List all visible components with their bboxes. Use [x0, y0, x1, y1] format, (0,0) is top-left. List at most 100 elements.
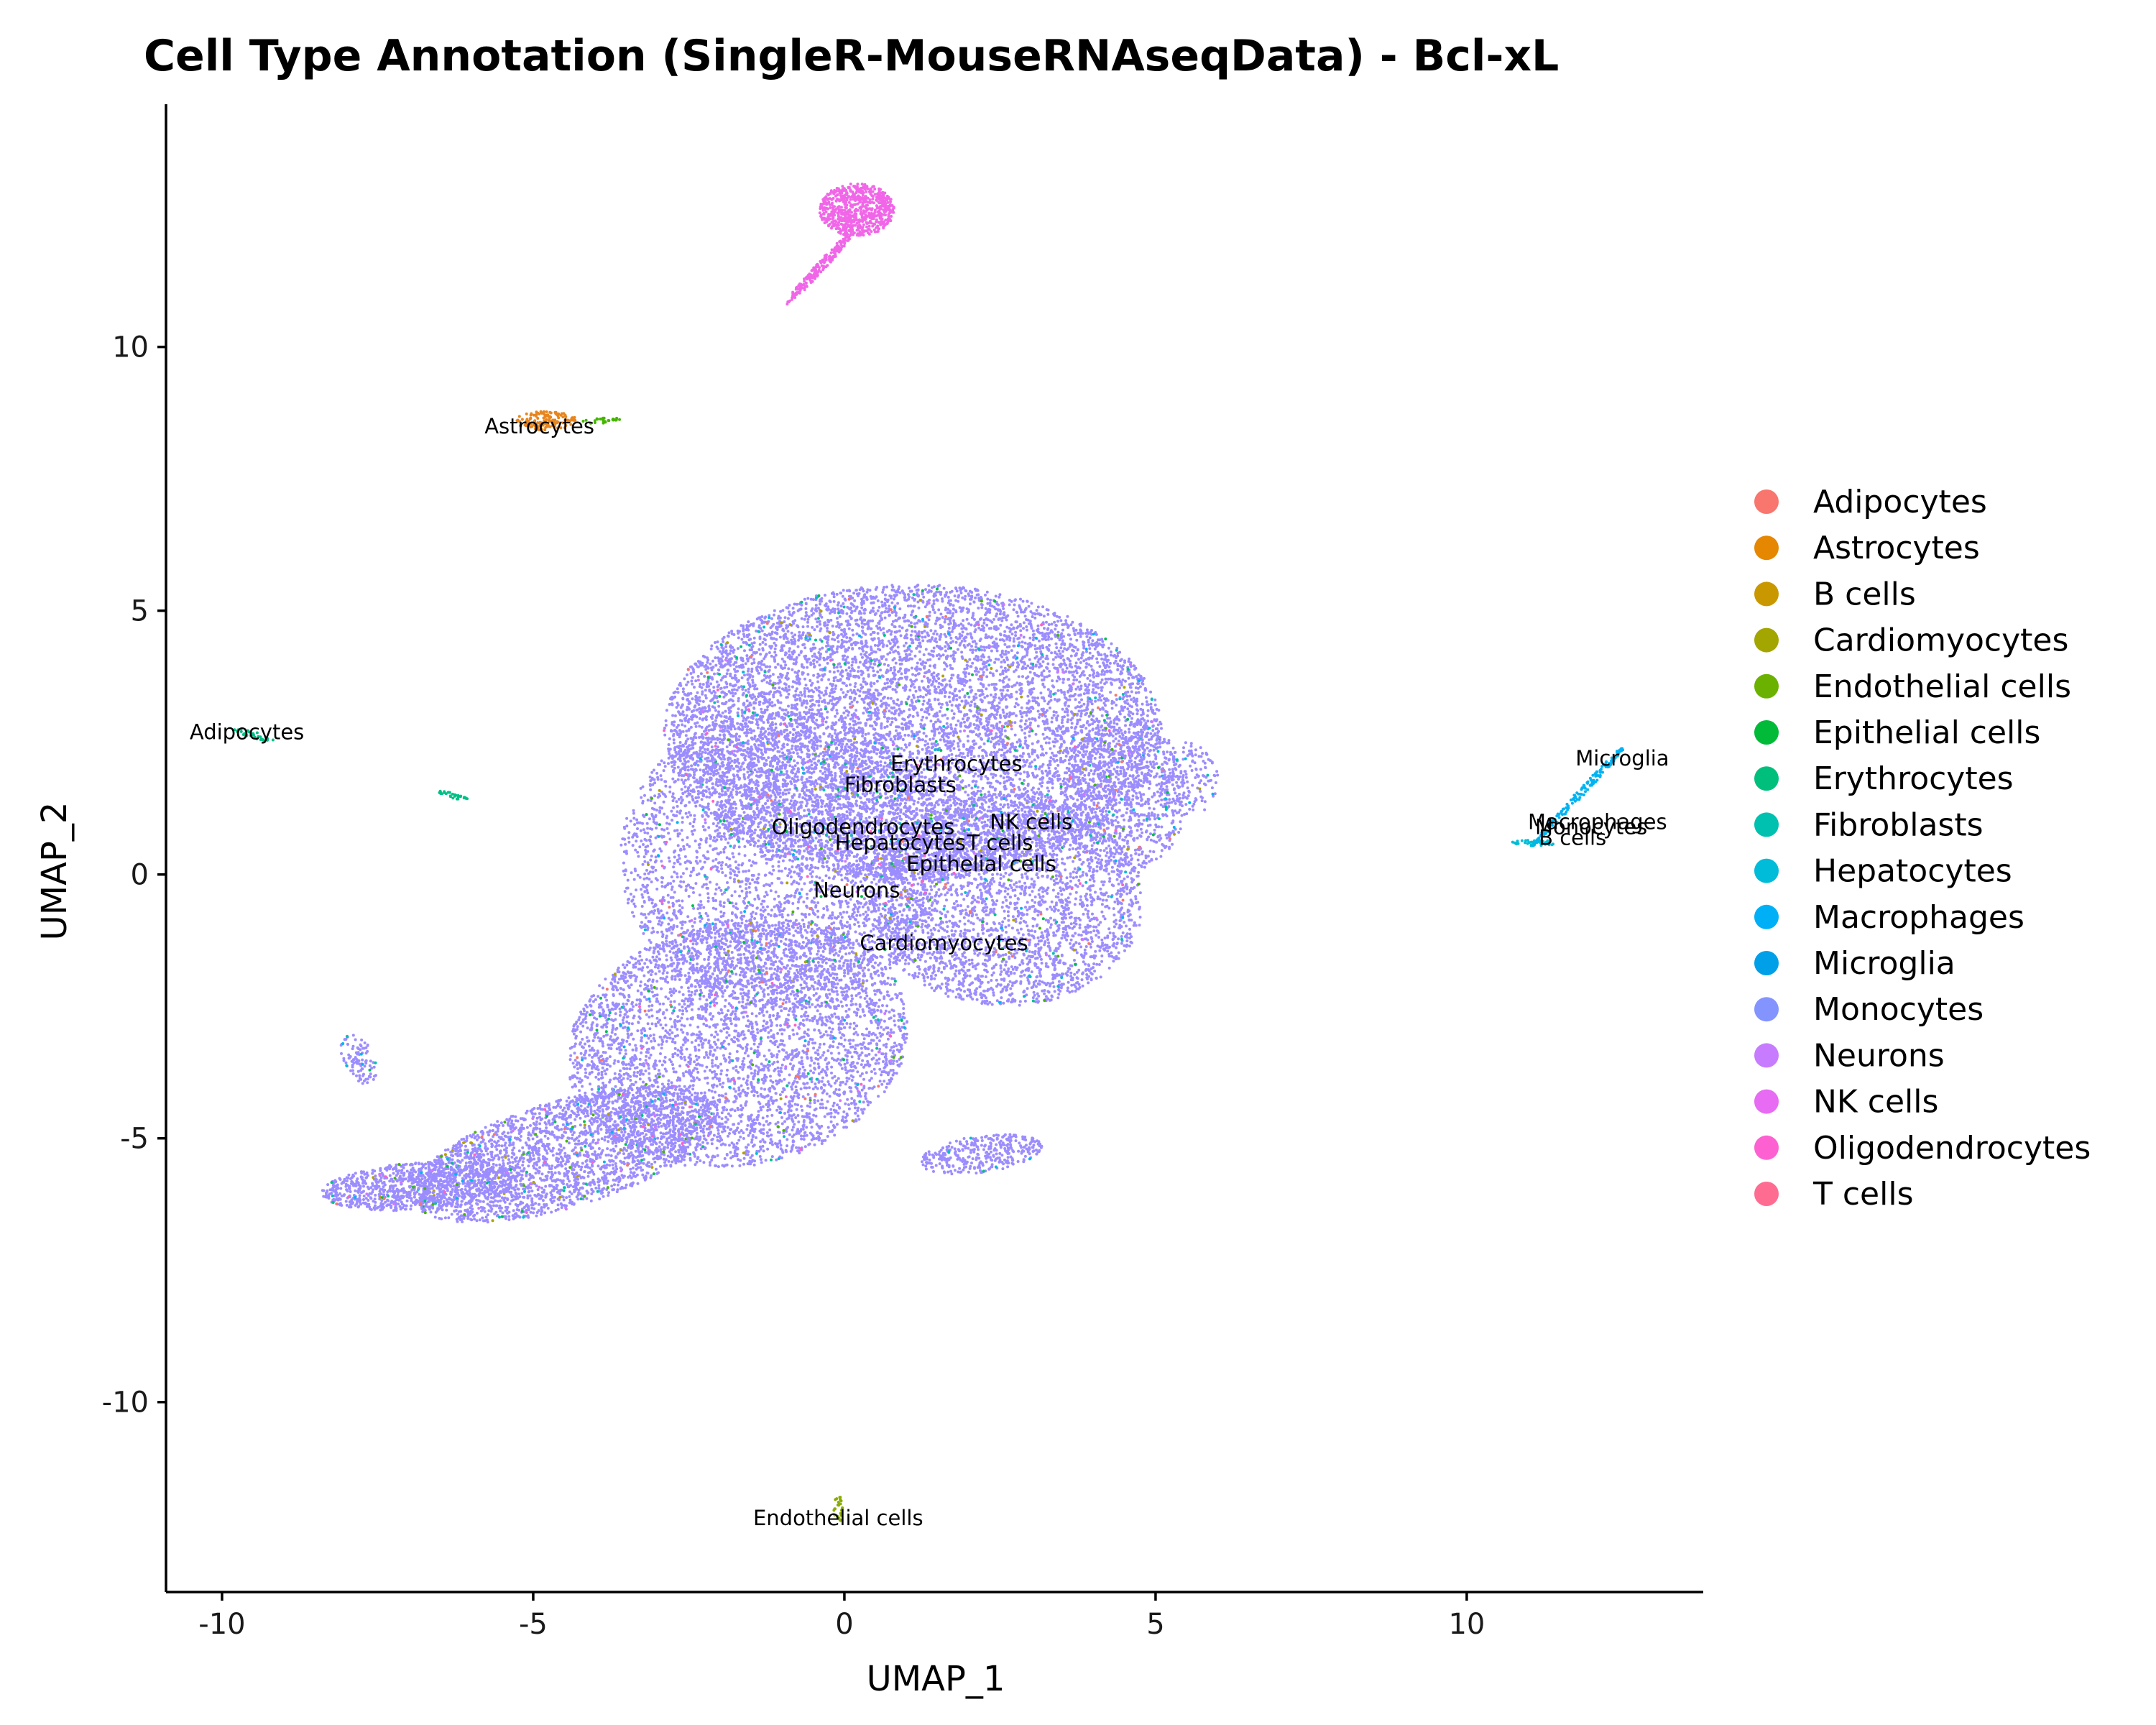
y-tick-label: -5 — [120, 1123, 149, 1156]
y-tick-label: 10 — [112, 331, 149, 364]
point-mark — [908, 870, 1128, 998]
point-mark — [1102, 717, 1155, 838]
point-mark — [341, 1042, 364, 1066]
legend-label: Hepatocytes — [1813, 853, 2012, 890]
point-mark — [480, 1124, 712, 1167]
point-mark — [908, 852, 1098, 957]
point-mark — [372, 1176, 500, 1199]
point-mark — [598, 935, 897, 1162]
point-mark — [880, 803, 1035, 1003]
cluster-points-neurons — [339, 1034, 377, 1085]
legend-label: Microglia — [1813, 945, 1955, 982]
point-mark — [883, 829, 1077, 966]
y-tick-label: 5 — [131, 595, 149, 628]
legend-swatch — [1754, 627, 1779, 653]
x-tick-label: -5 — [519, 1608, 548, 1641]
legend: Adipocytes Astrocytes B cells Cardiomyocyte… — [1754, 484, 2091, 1213]
legend-swatch — [1754, 1182, 1779, 1206]
point-mark — [706, 587, 1124, 865]
point-mark — [877, 831, 1125, 905]
point-mark — [438, 789, 469, 801]
cluster-points-oligodendrocytes — [786, 231, 854, 305]
point-mark — [1093, 727, 1125, 838]
point-mark — [910, 809, 1140, 1002]
point-mark — [393, 1163, 459, 1206]
legend-label: Fibroblasts — [1813, 806, 1984, 843]
cluster-label: Microglia — [1575, 746, 1669, 770]
legend-swatch — [1754, 997, 1779, 1022]
point-mark — [643, 757, 942, 1003]
point-mark — [1097, 758, 1179, 826]
legend-swatch — [1754, 951, 1779, 975]
point-mark — [1511, 839, 1554, 847]
point-mark — [880, 826, 1123, 954]
legend-label: B cells — [1813, 576, 1916, 612]
cluster-label: B cells — [1539, 825, 1606, 850]
point-mark — [331, 1194, 437, 1205]
scatter-points — [233, 183, 1625, 1522]
legend-swatch — [1754, 489, 1779, 514]
cluster-points-oligodendrocytes — [818, 183, 895, 237]
point-mark — [381, 1164, 449, 1200]
point-mark — [660, 745, 913, 985]
point-mark — [1529, 747, 1625, 847]
y-tick-label: 0 — [131, 859, 149, 892]
point-mark — [1095, 737, 1176, 862]
legend-label: Macrophages — [1813, 899, 2024, 936]
cluster-points-astrocytes — [515, 410, 577, 432]
legend-swatch — [1754, 766, 1779, 791]
y-axis-title: UMAP_2 — [34, 802, 75, 941]
point-mark — [868, 794, 1142, 1007]
point-mark — [1188, 792, 1215, 804]
point-mark — [1157, 766, 1169, 794]
point-mark — [455, 1179, 474, 1200]
cluster-label: Cardiomyocytes — [860, 931, 1028, 955]
legend-label: Epithelial cells — [1813, 714, 2040, 751]
point-mark — [365, 1169, 509, 1205]
point-mark — [587, 941, 906, 1160]
legend-swatch — [1754, 1043, 1779, 1068]
legend-label: Astrocytes — [1813, 530, 1980, 566]
cluster-label: Adipocytes — [190, 720, 304, 745]
point-mark — [339, 1034, 377, 1085]
cluster-label: Epithelial cells — [906, 852, 1056, 876]
legend-label: Cardiomyocytes — [1813, 622, 2068, 659]
cluster-points-fibroblasts — [438, 789, 469, 801]
point-mark — [335, 1197, 423, 1205]
point-mark — [663, 622, 1111, 865]
legend-label: Endothelial cells — [1813, 668, 2071, 705]
legend-label: Neurons — [1813, 1037, 1945, 1074]
cluster-label: Hepatocytes — [835, 831, 966, 855]
cluster-label: Neurons — [814, 878, 900, 903]
point-mark — [657, 741, 877, 920]
point-mark — [515, 410, 577, 432]
point-mark — [883, 816, 1123, 978]
legend-label: Adipocytes — [1813, 484, 1987, 520]
cluster-points-neurons — [568, 918, 909, 1169]
cluster-points-macrophages — [1511, 839, 1554, 847]
point-mark — [1069, 742, 1171, 849]
x-tick-label: 10 — [1448, 1608, 1485, 1641]
point-mark — [1071, 727, 1168, 823]
legend-swatch — [1754, 535, 1779, 561]
cluster-label: NK cells — [990, 809, 1072, 834]
point-mark — [969, 1136, 998, 1169]
cluster-points-neurons — [411, 1085, 719, 1224]
legend-label: Oligodendrocytes — [1813, 1130, 2091, 1167]
legend-label: Erythrocytes — [1813, 760, 2014, 797]
legend-label: Monocytes — [1813, 991, 1984, 1028]
cluster-points-neurons — [321, 1159, 519, 1213]
x-tick-label: 0 — [835, 1608, 853, 1641]
point-mark — [473, 1092, 697, 1214]
point-mark — [921, 1133, 1044, 1176]
legend-swatch — [1754, 1089, 1779, 1114]
x-tick-label: -10 — [198, 1608, 245, 1641]
legend-label: T cells — [1812, 1176, 1914, 1213]
point-mark — [345, 1035, 377, 1064]
legend-swatch — [1754, 858, 1779, 883]
cluster-points-neurons — [868, 794, 1142, 1007]
point-mark — [420, 1097, 697, 1204]
point-mark — [581, 416, 621, 425]
point-mark — [1081, 737, 1176, 851]
point-mark — [321, 1159, 519, 1213]
